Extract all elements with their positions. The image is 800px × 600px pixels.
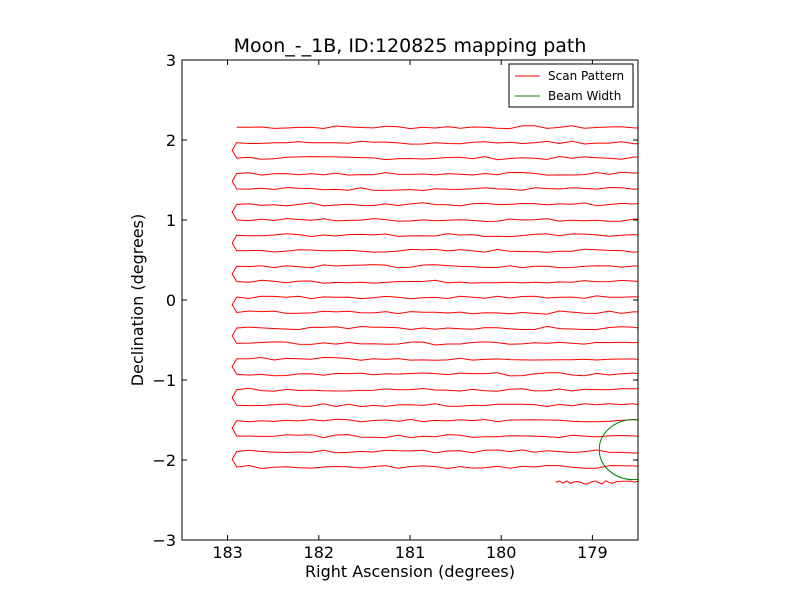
x-tick-label: 182 <box>304 543 335 562</box>
x-tick-label: 181 <box>395 543 426 562</box>
y-axis: −3 −2 −1 0 1 2 3 <box>152 51 638 550</box>
x-tick-label: 183 <box>212 543 243 562</box>
x-tick-label: 180 <box>486 543 517 562</box>
x-tick-label: 179 <box>577 543 608 562</box>
legend: Scan Pattern Beam Width <box>508 63 634 108</box>
y-tick-label: 0 <box>166 291 176 310</box>
x-axis: 183 182 181 180 179 <box>212 60 608 562</box>
legend-label-scan-pattern: Scan Pattern <box>548 69 624 83</box>
x-axis-label: Right Ascension (degrees) <box>305 562 515 581</box>
y-axis-label: Declination (degrees) <box>128 214 147 386</box>
y-tick-label: −1 <box>152 371 176 390</box>
y-tick-label: 1 <box>166 211 176 230</box>
y-tick-label: −2 <box>152 451 176 470</box>
scan-pattern-line <box>231 125 638 485</box>
y-tick-label: −3 <box>152 531 176 550</box>
legend-box <box>508 63 634 108</box>
legend-label-beam-width: Beam Width <box>548 89 621 103</box>
beam-width-circle <box>598 419 638 481</box>
beam-width-series <box>598 419 638 481</box>
scan-pattern-series <box>231 125 638 485</box>
y-tick-label: 2 <box>166 131 176 150</box>
y-tick-label: 3 <box>166 51 176 70</box>
chart-title: Moon_-_1B, ID:120825 mapping path <box>234 35 587 57</box>
